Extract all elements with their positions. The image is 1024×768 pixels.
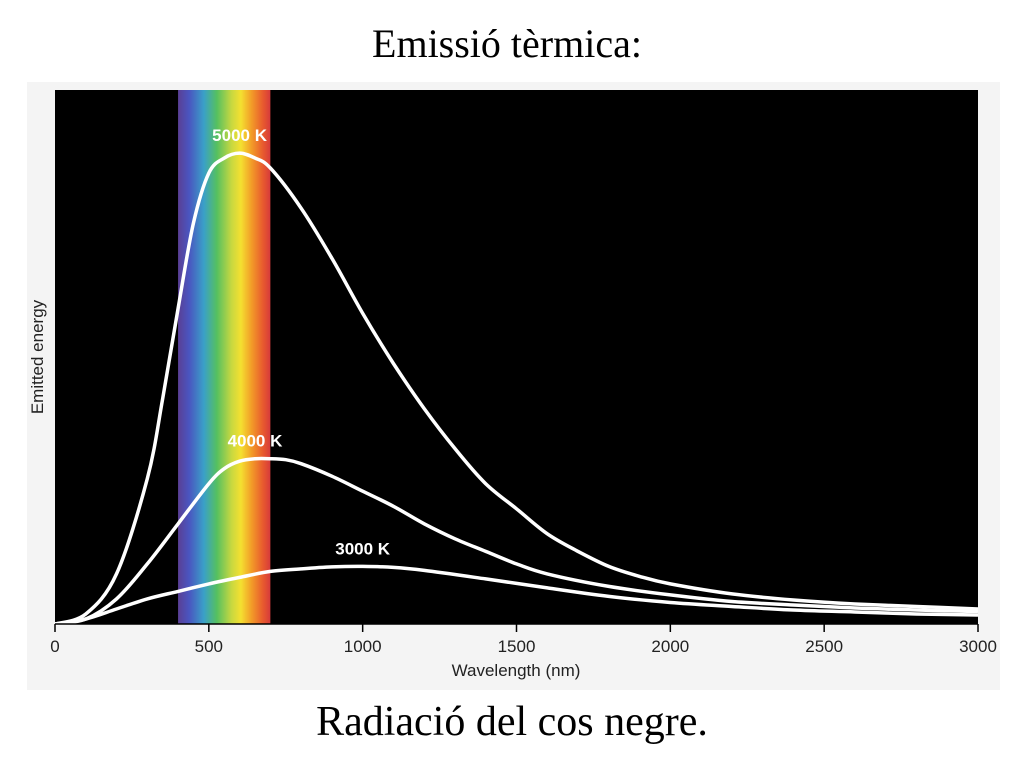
curve-label-4000k: 4000 K: [228, 432, 284, 451]
curve-3000k: [54, 564, 979, 626]
curve-4000k: [54, 456, 979, 626]
curve-label-5000k: 5000 K: [212, 126, 268, 145]
x-tick-label: 3000: [959, 637, 997, 656]
slide-title: Emissió tèrmica:: [372, 21, 642, 66]
x-tick-label: 500: [195, 637, 223, 656]
visible-spectrum-band: [178, 90, 271, 624]
x-tick-label: 1000: [344, 637, 382, 656]
curve-label-3000k: 3000 K: [335, 539, 391, 558]
x-tick-label: 1500: [498, 637, 536, 656]
x-tick-label: 2500: [805, 637, 843, 656]
x-tick-label: 2000: [651, 637, 689, 656]
y-axis-title: Emitted energy: [28, 299, 47, 414]
x-tick-label: 0: [50, 637, 59, 656]
slide-caption: Radiació del cos negre.: [316, 699, 708, 745]
curve-5000k: [54, 151, 979, 626]
x-axis-title: Wavelength (nm): [452, 661, 581, 680]
